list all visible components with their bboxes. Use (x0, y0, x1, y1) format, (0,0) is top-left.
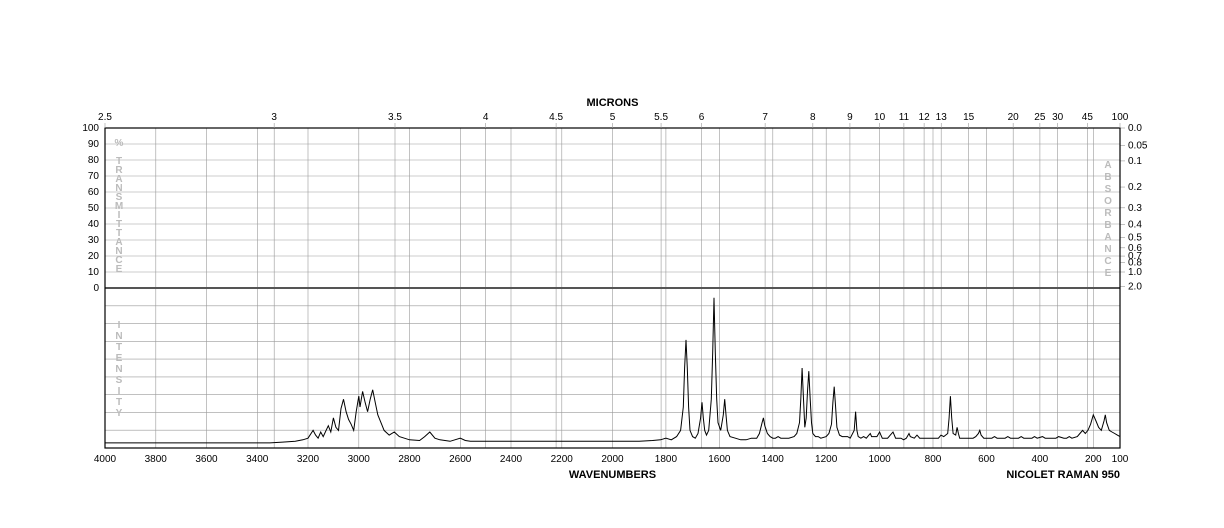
instrument-label: NICOLET RAMAN 950 (1006, 469, 1120, 481)
xtick-wn: 3200 (297, 454, 320, 465)
xtick-wn: 3600 (195, 454, 218, 465)
xtick-wn: 200 (1085, 454, 1102, 465)
ytick-trans: 20 (88, 251, 100, 262)
ytick-abs: 0.5 (1128, 232, 1142, 243)
ytick-trans: 90 (88, 139, 100, 150)
spectrum-chart: 01020304050607080901000.00.050.10.20.30.… (0, 0, 1224, 528)
xtick-wn: 1800 (655, 454, 678, 465)
xtick-wn: 4000 (94, 454, 117, 465)
xtick-micron: 20 (1008, 112, 1020, 123)
ylabel-absorbance: B (1104, 172, 1111, 183)
ytick-abs: 2.0 (1128, 281, 1142, 292)
xtick-micron: 15 (963, 112, 975, 123)
ylabel-absorbance: R (1104, 208, 1112, 219)
xtick-micron: 13 (936, 112, 948, 123)
ytick-abs: 0.4 (1128, 219, 1142, 230)
xtick-micron: 100 (1112, 112, 1129, 123)
xtick-wn: 1200 (815, 454, 838, 465)
ylabel-intensity: T (116, 342, 122, 353)
ytick-abs: 0.2 (1128, 182, 1142, 193)
ylabel-absorbance: A (1104, 160, 1111, 171)
ytick-trans: 30 (88, 235, 100, 246)
xtick-micron: 9 (847, 112, 853, 123)
ylabel-absorbance: B (1104, 220, 1111, 231)
xtick-micron: 12 (919, 112, 931, 123)
ylabel-intensity: S (116, 375, 123, 386)
ylabel-absorbance: O (1104, 196, 1112, 207)
xtick-wn: 2200 (551, 454, 574, 465)
ytick-abs: 0.0 (1128, 123, 1142, 134)
top-axis-title: MICRONS (587, 97, 639, 109)
spectrum-svg: 01020304050607080901000.00.050.10.20.30.… (0, 0, 1224, 528)
xtick-wn: 3400 (246, 454, 269, 465)
ylabel-absorbance: C (1104, 256, 1111, 267)
ytick-trans: 70 (88, 171, 100, 182)
ylabel-intensity: E (116, 353, 123, 364)
xtick-wn: 3000 (348, 454, 371, 465)
xtick-micron: 3 (271, 112, 277, 123)
xtick-micron: 3.5 (388, 112, 402, 123)
ytick-trans: 40 (88, 219, 100, 230)
ytick-abs: 1.0 (1128, 267, 1142, 278)
xtick-micron: 5 (610, 112, 616, 123)
ytick-trans: 100 (82, 123, 99, 134)
ylabel-absorbance: E (1105, 268, 1112, 279)
ylabel-intensity: N (115, 331, 122, 342)
xtick-wn: 1400 (762, 454, 785, 465)
xtick-wn: 100 (1112, 454, 1129, 465)
ylabel-intensity: I (118, 386, 121, 397)
ytick-abs: 0.1 (1128, 156, 1142, 167)
xtick-micron: 7 (762, 112, 768, 123)
bottom-axis-title: WAVENUMBERS (569, 469, 656, 481)
xtick-wn: 2400 (500, 454, 523, 465)
ylabel-transmittance: E (116, 264, 123, 275)
ylabel-intensity: N (115, 364, 122, 375)
xtick-wn: 2800 (398, 454, 421, 465)
ytick-abs: 0.05 (1128, 140, 1148, 151)
xtick-micron: 45 (1082, 112, 1094, 123)
ytick-trans: 50 (88, 203, 100, 214)
xtick-wn: 2000 (601, 454, 624, 465)
xtick-micron: 8 (810, 112, 816, 123)
xtick-micron: 2.5 (98, 112, 112, 123)
ylabel-absorbance: S (1105, 184, 1112, 195)
ylabel-intensity: T (116, 397, 122, 408)
xtick-micron: 4 (483, 112, 489, 123)
xtick-micron: 30 (1052, 112, 1064, 123)
ytick-trans: 60 (88, 187, 100, 198)
xtick-wn: 3800 (145, 454, 168, 465)
ylabel-intensity: I (118, 320, 121, 331)
ytick-abs: 0.3 (1128, 203, 1142, 214)
xtick-micron: 5.5 (654, 112, 668, 123)
ytick-trans: 0 (93, 283, 99, 294)
xtick-micron: 11 (899, 112, 910, 123)
xtick-wn: 800 (925, 454, 942, 465)
xtick-wn: 400 (1032, 454, 1049, 465)
xtick-micron: 10 (874, 112, 886, 123)
ytick-trans: 80 (88, 155, 100, 166)
xtick-micron: 6 (699, 112, 705, 123)
ylabel-intensity: Y (116, 408, 123, 419)
xtick-wn: 600 (978, 454, 995, 465)
ylabel-absorbance: N (1104, 244, 1111, 255)
xtick-wn: 1600 (708, 454, 731, 465)
xtick-wn: 2600 (449, 454, 472, 465)
xtick-micron: 25 (1034, 112, 1046, 123)
xtick-wn: 1000 (868, 454, 891, 465)
ytick-trans: 10 (88, 267, 100, 278)
xtick-micron: 4.5 (549, 112, 563, 123)
ylabel-absorbance: A (1104, 232, 1111, 243)
